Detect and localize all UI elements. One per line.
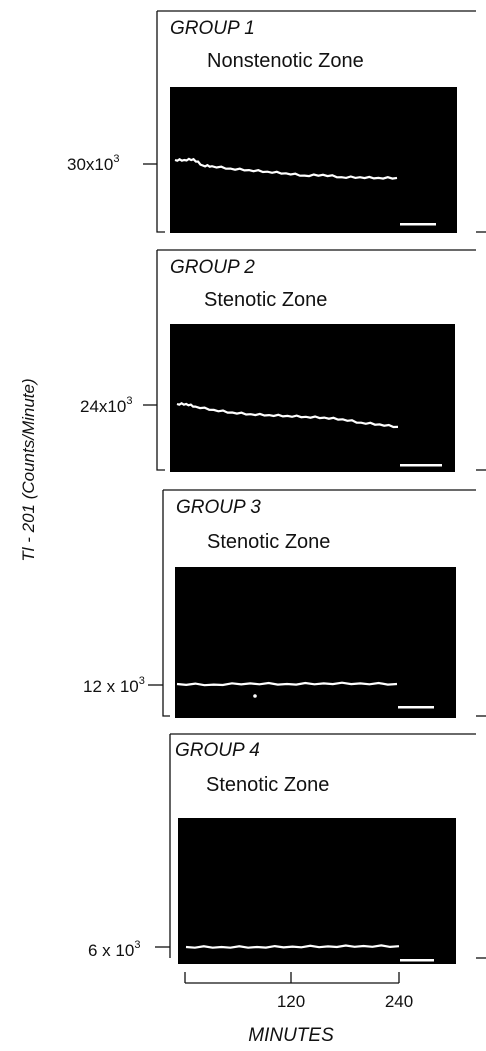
scale-bar — [400, 959, 434, 962]
zone-label: Stenotic Zone — [204, 289, 327, 311]
scope-screen — [175, 567, 456, 718]
panel-frame — [156, 249, 476, 471]
y-tick-label: 6 x 103 — [88, 939, 140, 960]
panel-group-2: GROUP 2 Stenotic Zone 24x103 — [80, 249, 486, 472]
group-label: GROUP 4 — [175, 740, 260, 761]
series-line — [176, 681, 398, 687]
scale-bar — [400, 464, 442, 467]
zone-label: Nonstenotic Zone — [207, 50, 364, 72]
panel-frame — [162, 489, 476, 717]
y-tick-label: 30x103 — [67, 153, 119, 174]
y-tick-label: 12 x 103 — [83, 675, 145, 696]
x-axis-label: MINUTES — [248, 1025, 334, 1046]
trace-artifact-dot — [253, 694, 257, 698]
scale-bar — [398, 706, 434, 709]
series-line — [176, 402, 399, 429]
group-label: GROUP 3 — [176, 497, 261, 518]
zone-label: Stenotic Zone — [207, 531, 330, 553]
panel-frame — [169, 733, 476, 958]
panel-frame — [156, 10, 476, 233]
x-tick-label: 120 — [277, 992, 305, 1011]
scope-screen — [178, 818, 456, 964]
series-line — [174, 157, 398, 180]
x-axis: 120 240 MINUTES — [184, 972, 413, 1046]
x-tick-label: 240 — [385, 992, 413, 1011]
panel-group-3: GROUP 3 Stenotic Zone 12 x 103 — [83, 489, 486, 718]
group-label: GROUP 1 — [170, 18, 255, 39]
scope-screen — [170, 324, 455, 472]
group-label: GROUP 2 — [170, 257, 255, 278]
panel-group-4: GROUP 4 Stenotic Zone 6 x 103 — [88, 733, 486, 964]
y-axis-label: Tl - 201 (Counts/Minute) — [19, 378, 38, 561]
zone-label: Stenotic Zone — [206, 774, 329, 796]
scale-bar — [400, 223, 436, 226]
panel-group-1: GROUP 1 Nonstenotic Zone 30x103 — [67, 10, 486, 233]
y-tick-label: 24x103 — [80, 395, 132, 416]
series-line — [185, 944, 400, 949]
scope-screen — [170, 87, 457, 233]
